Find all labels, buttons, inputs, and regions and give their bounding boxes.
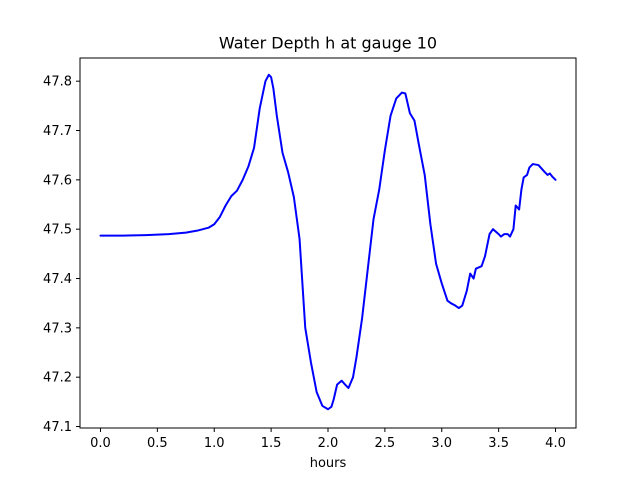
x-tick-label: 2.5 [375, 436, 396, 451]
x-tick-label: 1.5 [261, 436, 282, 451]
x-tick-label: 0.0 [90, 436, 111, 451]
x-tick-label: 2.0 [318, 436, 339, 451]
x-tick-label: 4.0 [545, 436, 566, 451]
x-tick-label: 3.5 [488, 436, 509, 451]
chart-title: Water Depth h at gauge 10 [219, 34, 437, 53]
y-tick-label: 47.8 [43, 75, 72, 90]
y-tick-label: 47.7 [43, 124, 72, 139]
axes-frame [79, 57, 577, 429]
x-tick-label: 0.5 [147, 436, 168, 451]
y-tick-label: 47.5 [43, 223, 72, 238]
x-axis: 0.0 0.5 1.0 1.5 2.0 2.5 3.0 3.5 4.0 [90, 428, 566, 451]
y-tick-label: 47.6 [43, 173, 72, 188]
plot-area [99, 73, 557, 411]
y-tick-label: 47.3 [43, 321, 72, 336]
x-tick-label: 1.0 [204, 436, 225, 451]
y-tick-label: 47.4 [43, 272, 72, 287]
y-tick-label: 47.2 [43, 371, 72, 386]
y-tick-label: 47.1 [43, 420, 72, 435]
series-line [99, 73, 557, 411]
y-axis: 47.1 47.2 47.3 47.4 47.5 47.6 47.7 47.8 [43, 75, 80, 435]
x-axis-label: hours [310, 456, 347, 471]
x-tick-label: 3.0 [431, 436, 452, 451]
